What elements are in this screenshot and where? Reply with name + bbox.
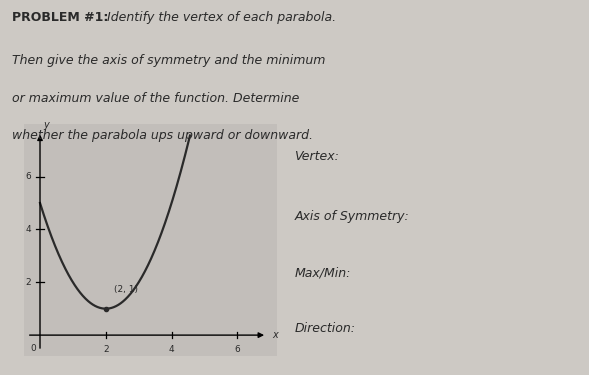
Text: 2: 2 — [103, 345, 108, 354]
Text: 6: 6 — [234, 345, 240, 354]
Text: Direction:: Direction: — [294, 322, 356, 336]
Text: whether the parabola ups upward or downward.: whether the parabola ups upward or downw… — [12, 129, 313, 142]
Text: Vertex:: Vertex: — [294, 150, 339, 163]
Text: 0: 0 — [30, 344, 36, 353]
Text: Identify the vertex of each parabola.: Identify the vertex of each parabola. — [103, 11, 336, 24]
Text: 4: 4 — [26, 225, 31, 234]
Text: Then give the axis of symmetry and the minimum: Then give the axis of symmetry and the m… — [12, 54, 325, 68]
Text: or maximum value of the function. Determine: or maximum value of the function. Determ… — [12, 92, 299, 105]
Text: Max/Min:: Max/Min: — [294, 266, 351, 279]
Text: 6: 6 — [25, 172, 31, 181]
Text: (2, 1): (2, 1) — [114, 285, 138, 294]
Text: x: x — [272, 330, 277, 340]
Text: y: y — [44, 120, 49, 130]
Text: Axis of Symmetry:: Axis of Symmetry: — [294, 210, 409, 223]
Text: 2: 2 — [26, 278, 31, 287]
Text: PROBLEM #1:: PROBLEM #1: — [12, 11, 108, 24]
Text: 4: 4 — [169, 345, 174, 354]
